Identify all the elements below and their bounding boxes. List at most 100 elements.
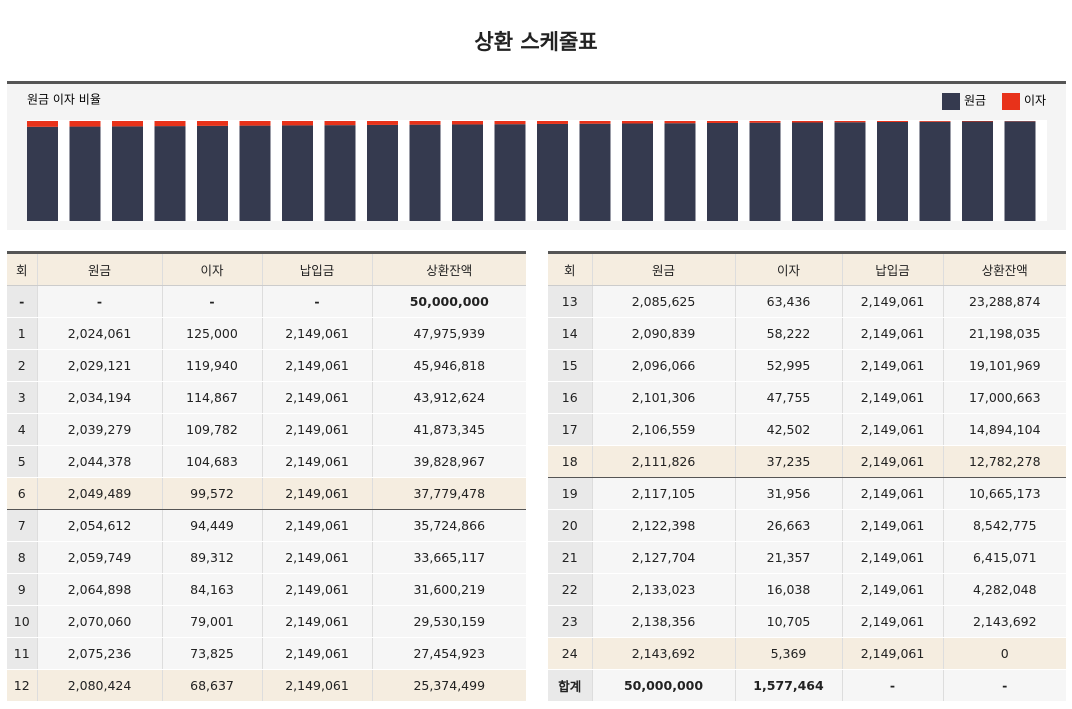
table-cell: 2,049,489 bbox=[36, 477, 162, 510]
table-cell: 73,825 bbox=[161, 637, 262, 670]
table-cell: 2,059,749 bbox=[36, 541, 162, 574]
bar-segment bbox=[409, 124, 441, 221]
legend-label: 원금 bbox=[964, 94, 986, 108]
bar-segment bbox=[282, 121, 313, 126]
table-cell: - bbox=[36, 285, 162, 318]
table-cell: 2,149,061 bbox=[261, 477, 372, 510]
bar-segment bbox=[324, 121, 356, 126]
header-cell: 상환잔액 bbox=[371, 252, 526, 286]
table-cell: 2,127,704 bbox=[591, 541, 735, 574]
table-cell: 8,542,775 bbox=[942, 509, 1066, 542]
table-cell: 2,085,625 bbox=[591, 285, 735, 318]
bar-segment bbox=[154, 126, 186, 221]
table-cell: 25,374,499 bbox=[371, 669, 526, 702]
bar-segment bbox=[452, 124, 483, 221]
table-row: 11 2,075,236 73,825 2,149,061 27,454,923 bbox=[7, 637, 526, 670]
table-cell: 47,755 bbox=[734, 381, 842, 414]
legend-label: 이자 bbox=[1024, 94, 1046, 108]
table-cell: 7 bbox=[7, 509, 37, 542]
table-row: 5 2,044,378 104,683 2,149,061 39,828,967 bbox=[7, 445, 526, 478]
table-cell: 104,683 bbox=[161, 445, 262, 478]
bar-segment bbox=[749, 121, 781, 123]
table-cell: 45,946,818 bbox=[371, 349, 526, 382]
table-cell: 33,665,117 bbox=[371, 541, 526, 574]
bar-segment bbox=[664, 121, 696, 124]
table-row: 4 2,039,279 109,782 2,149,061 41,873,345 bbox=[7, 413, 526, 446]
table-cell: 5 bbox=[7, 445, 37, 478]
table-row: 7 2,054,612 94,449 2,149,061 35,724,866 bbox=[7, 509, 526, 542]
table-row: 23 2,138,356 10,705 2,149,061 2,143,692 bbox=[548, 605, 1066, 638]
table-cell: 2,149,061 bbox=[841, 477, 943, 510]
table-row: 1 2,024,061 125,000 2,149,061 47,975,939 bbox=[7, 317, 526, 350]
table-cell: 2,149,061 bbox=[261, 573, 372, 606]
table-cell: 35,724,866 bbox=[371, 509, 526, 542]
header-cell: 이자 bbox=[161, 252, 262, 286]
table-cell: 99,572 bbox=[161, 477, 262, 510]
bar-segment bbox=[622, 123, 653, 221]
bar-segment bbox=[197, 125, 228, 221]
table-cell: 14 bbox=[548, 317, 592, 350]
table-row: 16 2,101,306 47,755 2,149,061 17,000,663 bbox=[548, 381, 1066, 414]
table-row: 3 2,034,194 114,867 2,149,061 43,912,624 bbox=[7, 381, 526, 414]
schedule-table: 회 원금 이자 납입금 상환잔액 - - - -50,000,000 1 2,024,061 125,… bbox=[7, 251, 526, 702]
table-cell: 2,149,061 bbox=[261, 669, 372, 702]
bar-segment bbox=[792, 121, 823, 123]
table-cell: 2,101,306 bbox=[591, 381, 735, 414]
bar-segment bbox=[239, 125, 271, 221]
table-cell: 8 bbox=[7, 541, 37, 574]
bar-segment bbox=[197, 121, 228, 126]
table-cell: 1,577,464 bbox=[734, 669, 842, 702]
chart-title: 원금 이자 비율 bbox=[27, 93, 101, 107]
table-cell: 2,096,066 bbox=[591, 349, 735, 382]
table-cell: 22 bbox=[548, 573, 592, 606]
header-cell: 회 bbox=[548, 252, 592, 286]
header-cell: 납입금 bbox=[841, 252, 943, 286]
table-cell: 39,828,967 bbox=[371, 445, 526, 478]
table-row: 13 2,085,625 63,436 2,149,061 23,288,874 bbox=[548, 285, 1066, 318]
table-cell: 2,143,692 bbox=[591, 637, 735, 670]
table-cell: 41,873,345 bbox=[371, 413, 526, 446]
bar-segment bbox=[537, 123, 568, 221]
table-cell: 109,782 bbox=[161, 413, 262, 446]
table-cell: 2,024,061 bbox=[36, 317, 162, 350]
table-cell: 12 bbox=[7, 669, 37, 702]
bar-segment bbox=[537, 121, 568, 124]
header-cell: 상환잔액 bbox=[942, 252, 1066, 286]
schedule-table: 회 원금 이자 납입금 상환잔액 13 2,085,625 63,436 2,149,061 23… bbox=[548, 251, 1066, 702]
table-cell: 43,912,624 bbox=[371, 381, 526, 414]
table-row: 8 2,059,749 89,312 2,149,061 33,665,117 bbox=[7, 541, 526, 574]
table-cell: 2,149,061 bbox=[261, 381, 372, 414]
table-cell: 17 bbox=[548, 413, 592, 446]
table-cell: 16 bbox=[548, 381, 592, 414]
table-cell: 50,000,000 bbox=[371, 285, 526, 318]
table-cell: 15 bbox=[548, 349, 592, 382]
table-cell: 2,039,279 bbox=[36, 413, 162, 446]
table-cell: 79,001 bbox=[161, 605, 262, 638]
table-cell: 10,705 bbox=[734, 605, 842, 638]
table-cell: 2,034,194 bbox=[36, 381, 162, 414]
table-cell: 12,782,278 bbox=[942, 445, 1066, 478]
table-row: 합계 50,000,000 1,577,464- - bbox=[548, 669, 1066, 702]
table-cell: 2,149,061 bbox=[841, 317, 943, 350]
table-cell: 21 bbox=[548, 541, 592, 574]
table-cell: 18 bbox=[548, 445, 592, 478]
table-cell: 0 bbox=[942, 637, 1066, 670]
table-cell: 114,867 bbox=[161, 381, 262, 414]
table-cell: 24 bbox=[548, 637, 592, 670]
table-cell: 2,070,060 bbox=[36, 605, 162, 638]
header-cell: 이자 bbox=[734, 252, 842, 286]
bar-segment bbox=[494, 124, 526, 221]
table-cell: 63,436 bbox=[734, 285, 842, 318]
table-cell: - bbox=[942, 669, 1066, 702]
table-cell: 2,149,061 bbox=[261, 541, 372, 574]
table-row: - - - -50,000,000 bbox=[7, 285, 526, 318]
table-cell: 2,149,061 bbox=[841, 349, 943, 382]
table-cell: 2,149,061 bbox=[841, 445, 943, 478]
bar-segment bbox=[27, 126, 58, 221]
table-cell: 13 bbox=[548, 285, 592, 318]
table-cell: 2,149,061 bbox=[261, 317, 372, 350]
table-cell: 37,235 bbox=[734, 445, 842, 478]
chart: 원금 이자 비율 원금 이자 bbox=[7, 81, 1066, 230]
table-cell: 16,038 bbox=[734, 573, 842, 606]
table-cell: 31,956 bbox=[734, 477, 842, 510]
